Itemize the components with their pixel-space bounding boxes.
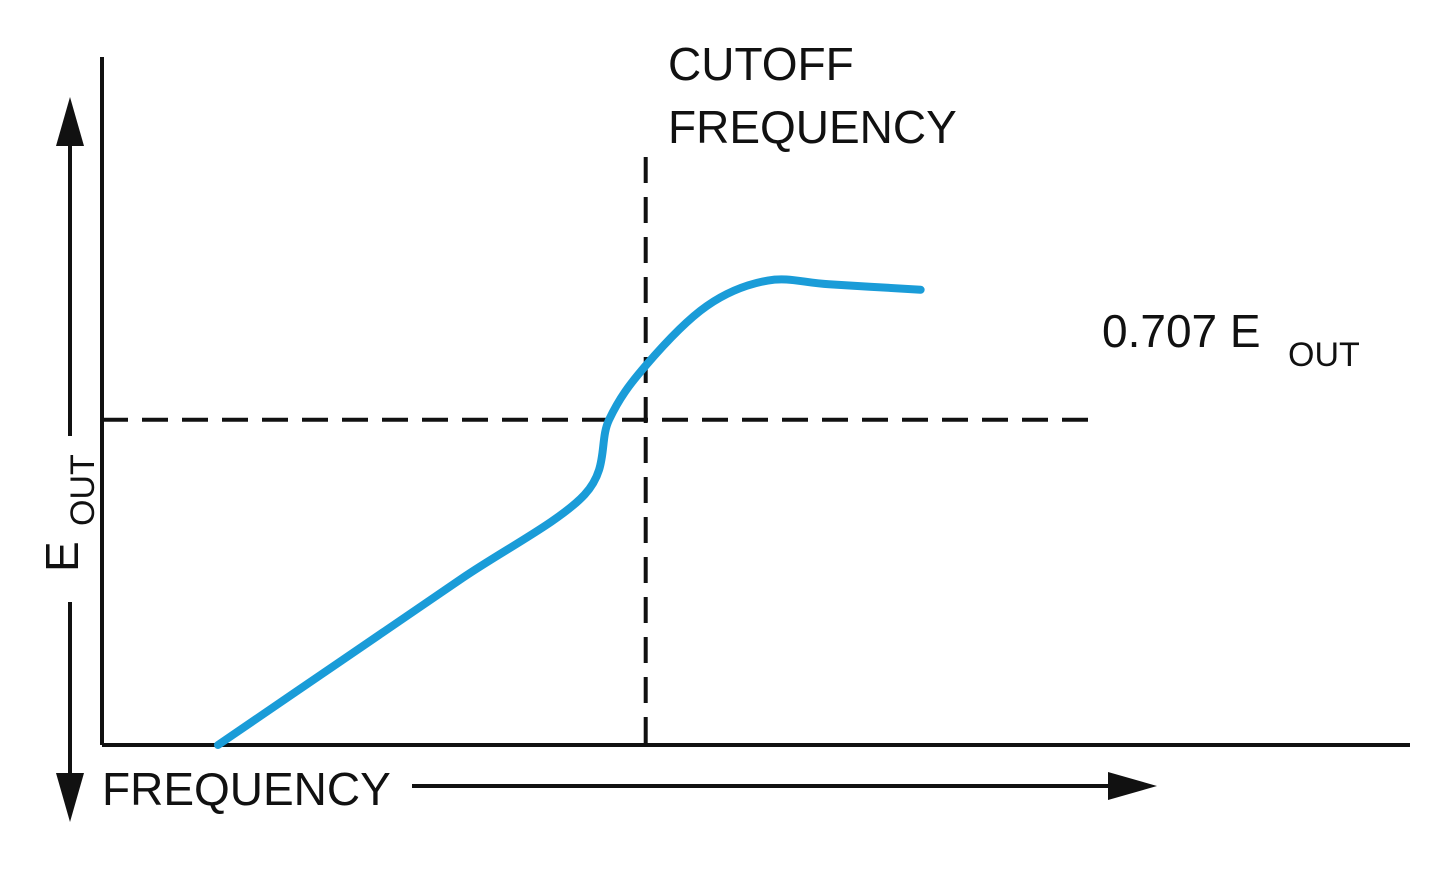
y-axis-label-subscript: OUT	[64, 454, 102, 526]
y-arrow-up-head	[56, 97, 84, 146]
x-axis-label: FREQUENCY	[102, 763, 391, 815]
response-curve	[214, 275, 925, 749]
y-axis-label: E OUT	[36, 454, 102, 572]
x-arrow-head	[1108, 772, 1157, 800]
y-arrow-down-head	[56, 773, 84, 822]
threshold-label-main: 0.707 E	[1102, 305, 1261, 357]
threshold-label-subscript: OUT	[1288, 336, 1360, 374]
cutoff-label-line-2: FREQUENCY	[668, 101, 957, 153]
cutoff-label-line-1: CUTOFF	[668, 38, 854, 90]
y-axis-label-main: E	[36, 541, 88, 572]
